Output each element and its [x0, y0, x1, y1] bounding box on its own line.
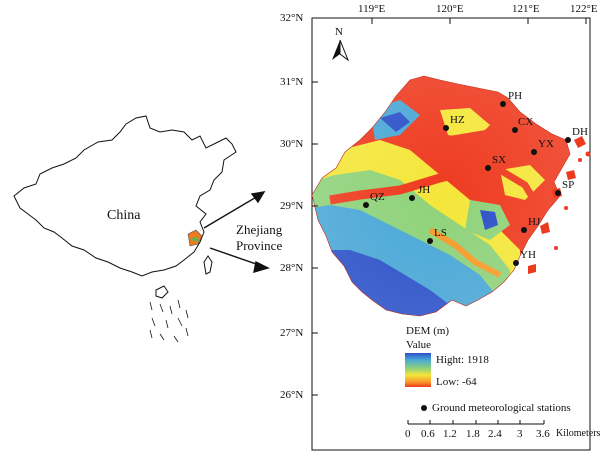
legend-title: DEM (m) [406, 325, 450, 337]
legend-high-label: Hight: 1918 [436, 354, 489, 366]
station-dot-ls [427, 238, 433, 244]
station-label-ph: PH [508, 90, 523, 102]
station-label-dh: DH [572, 126, 588, 138]
graticule-ticks [312, 17, 587, 396]
scale-tick-0: 0 [405, 428, 411, 440]
lat-tick-28: 28°N [280, 262, 304, 274]
north-arrow-icon [332, 39, 350, 62]
scale-tick-1: 0.6 [421, 428, 435, 440]
station-dots [363, 101, 571, 266]
lat-tick-26: 26°N [280, 389, 304, 401]
station-dot-sp [555, 190, 561, 196]
north-label: N [335, 26, 343, 38]
lon-tick-120: 120°E [436, 3, 464, 15]
station-label-yx: YX [538, 138, 554, 150]
scale-tick-5: 3 [517, 428, 523, 440]
inset-province-label-line2: Province [236, 238, 283, 253]
scale-tick-6: 3.6 [536, 428, 550, 440]
zhejiang-dem [312, 76, 570, 316]
scale-tick-2: 1.2 [443, 428, 457, 440]
lat-tick-29: 29°N [280, 200, 304, 212]
south-china-sea-islands [149, 299, 189, 343]
inset-country-label: China [107, 208, 141, 223]
station-dot-sx [485, 165, 491, 171]
scale-tick-3: 1.8 [466, 428, 480, 440]
taiwan-outline [203, 255, 213, 275]
lon-tick-121: 121°E [512, 3, 540, 15]
lat-tick-30: 30°N [280, 138, 304, 150]
scale-unit-label: Kilometers [556, 428, 601, 439]
hainan-outline [155, 285, 169, 299]
station-label-cx: CX [518, 116, 534, 128]
arrow-lower [209, 247, 263, 267]
map-frame [311, 17, 591, 451]
lat-tick-32: 32°N [280, 12, 304, 24]
station-dot-ph [500, 101, 506, 107]
pointer-arrows [203, 191, 270, 273]
lon-tick-119: 119°E [358, 3, 386, 15]
station-dot-cx [512, 127, 518, 133]
station-label-jh: JH [418, 184, 431, 196]
lon-tick-122: 122°E [570, 3, 598, 15]
legend-subtitle: Value [406, 339, 432, 351]
china-outline [13, 115, 237, 277]
lat-tick-27: 27°N [280, 327, 304, 339]
station-label-hj: HJ [528, 216, 541, 228]
legend-color-ramp [405, 353, 431, 387]
station-label-qz: QZ [370, 191, 385, 203]
lat-tick-31: 31°N [280, 76, 304, 88]
station-label-sp: SP [562, 179, 575, 191]
station-dot-hz [443, 125, 449, 131]
scale-bar [407, 420, 545, 425]
station-dot-qz [363, 202, 369, 208]
station-dot-yh [513, 260, 519, 266]
station-label-sx: SX [492, 154, 507, 166]
china-inset [13, 115, 237, 343]
station-dot-yx [531, 149, 537, 155]
station-dot-jh [409, 195, 415, 201]
station-dot-dh [565, 137, 571, 143]
station-dot-hj [521, 227, 527, 233]
station-label-hz: HZ [450, 114, 465, 126]
scale-tick-4: 2.4 [488, 428, 502, 440]
inset-province-label-line1: Zhejiang [236, 222, 283, 237]
legend-station-dot-icon [421, 405, 427, 411]
station-label-yh: YH [520, 249, 536, 261]
legend-stations-label: Ground meteorological stations [432, 402, 571, 414]
station-label-ls: LS [434, 227, 447, 239]
arrow-upper [203, 195, 259, 229]
legend-low-label: Low: -64 [436, 376, 477, 388]
